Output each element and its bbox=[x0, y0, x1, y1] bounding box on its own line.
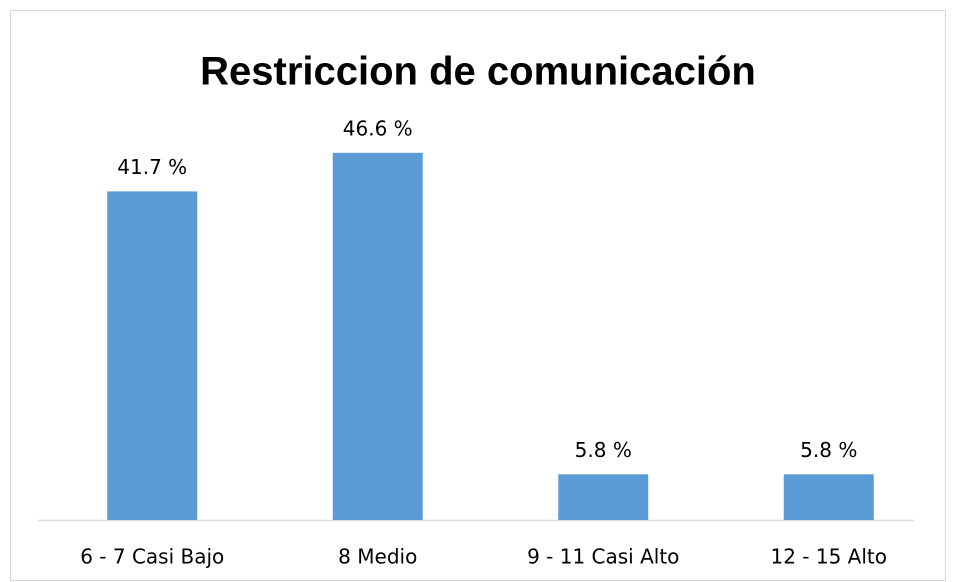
data-label: 46.6 % bbox=[343, 116, 413, 140]
x-tick-label: 12 - 15 Alto bbox=[770, 545, 887, 569]
data-label: 5.8 % bbox=[800, 438, 857, 462]
data-label: 41.7 % bbox=[117, 155, 187, 179]
x-tick-label: 8 Medio bbox=[338, 545, 417, 569]
bar bbox=[558, 474, 649, 520]
bar bbox=[332, 152, 423, 521]
x-tick-label: 9 - 11 Casi Alto bbox=[527, 545, 679, 569]
bar bbox=[783, 474, 874, 520]
chart-title: Restriccion de comunicación bbox=[200, 50, 756, 94]
bar bbox=[107, 191, 198, 521]
x-tick-label: 6 - 7 Casi Bajo bbox=[80, 545, 224, 569]
data-label: 5.8 % bbox=[575, 438, 632, 462]
